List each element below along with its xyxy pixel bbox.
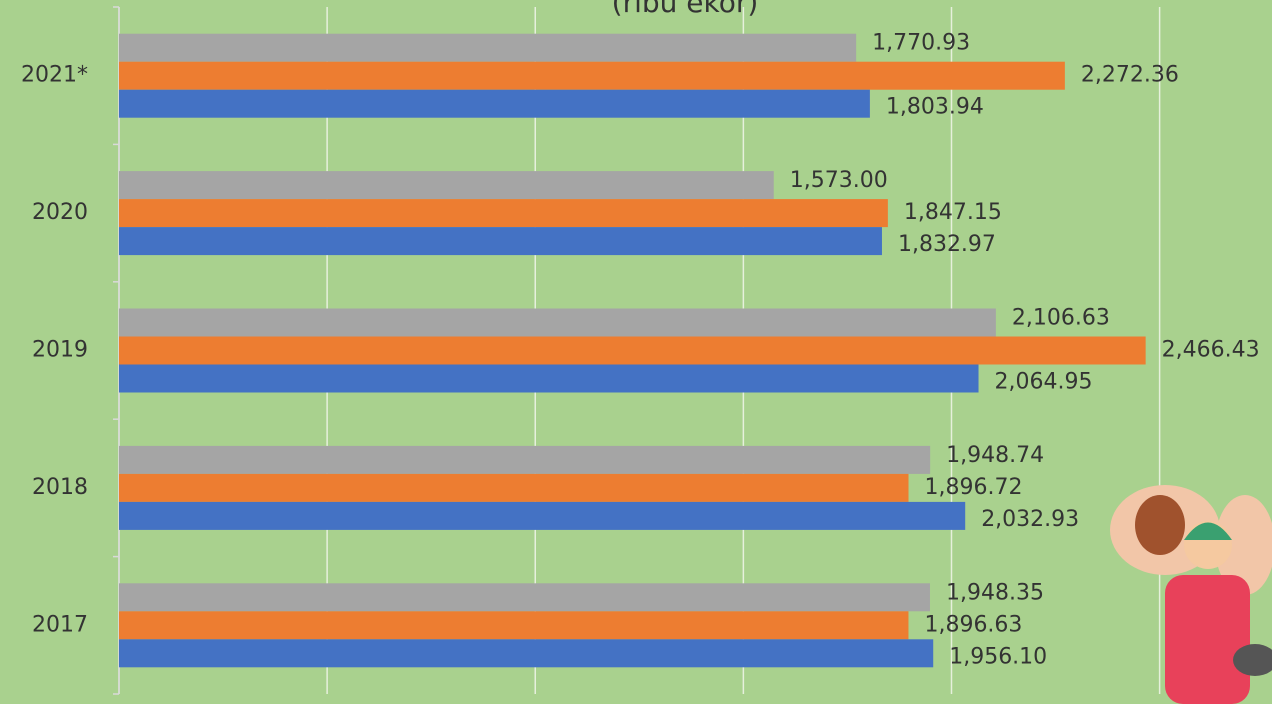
y-tick-label: 2018 <box>32 475 88 500</box>
value-label: 1,948.74 <box>946 443 1044 468</box>
chart: (ribu ekor) 2021* 1,770.93 2,272.36 1,803.9… <box>0 0 1272 704</box>
y-tick-label: 2020 <box>32 200 88 225</box>
bar <box>119 309 996 337</box>
bar <box>119 365 979 393</box>
bar <box>119 502 965 530</box>
bar <box>119 446 930 474</box>
bar <box>119 639 933 667</box>
bar <box>119 34 856 62</box>
bar <box>119 90 870 118</box>
value-label: 1,832.97 <box>898 232 996 257</box>
bar <box>119 62 1065 90</box>
value-label: 1,896.72 <box>925 475 1023 500</box>
bar <box>119 171 774 199</box>
value-label: 1,896.63 <box>924 612 1022 637</box>
bar <box>119 337 1146 365</box>
value-label: 1,803.94 <box>886 95 984 120</box>
value-label: 1,948.35 <box>946 580 1044 605</box>
bar <box>119 583 930 611</box>
y-tick-label: 2021* <box>21 63 88 88</box>
value-label: 2,032.93 <box>981 507 1079 532</box>
value-label: 2,064.95 <box>995 370 1093 395</box>
value-label: 2,106.63 <box>1012 306 1110 331</box>
value-label: 2,466.43 <box>1162 338 1260 363</box>
value-label: 2,272.36 <box>1081 63 1179 88</box>
value-label: 1,956.10 <box>949 644 1047 669</box>
y-tick-label: 2019 <box>32 338 88 363</box>
y-tick-label: 2017 <box>32 612 88 637</box>
bar <box>119 474 909 502</box>
chart-title: (ribu ekor) <box>612 0 759 19</box>
value-label: 1,770.93 <box>872 31 970 56</box>
bar <box>119 199 888 227</box>
bar <box>119 611 908 639</box>
value-label: 1,573.00 <box>790 168 888 193</box>
bar <box>119 227 882 255</box>
value-label: 1,847.15 <box>904 200 1002 225</box>
